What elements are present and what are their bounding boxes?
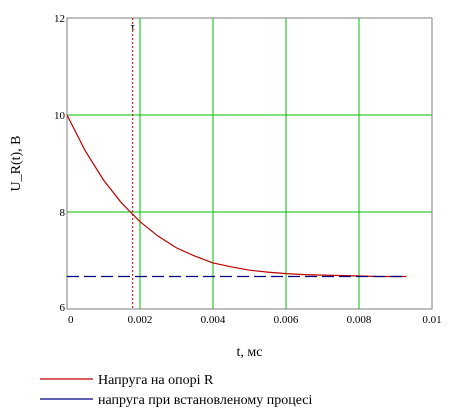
- plot-frame: [66, 17, 433, 310]
- y-tick-label: 10: [54, 110, 66, 122]
- x-axis-label: t, мс: [237, 345, 263, 360]
- tau-marker-label: τ: [130, 21, 135, 33]
- legend: Напруга на опорі R напруга при встановле…: [40, 373, 312, 408]
- y-tick-label: 8: [60, 207, 66, 219]
- x-tick-label: 0.01: [422, 314, 441, 326]
- x-tick-label: 0.004: [201, 314, 226, 326]
- grid: [67, 18, 432, 309]
- x-tick-label: 0.002: [128, 314, 153, 326]
- legend-label-steady-state: напруга при встановленому процесі: [98, 393, 312, 408]
- x-tick-label: 0: [68, 314, 74, 326]
- x-axis-ticks: 0 0.002 0.004 0.006 0.008 0.01: [68, 314, 442, 326]
- x-tick-label: 0.008: [347, 314, 372, 326]
- series-line-voltage-r: [66, 114, 407, 278]
- y-axis-ticks: 6 8 10 12: [54, 13, 66, 314]
- series-layer: [66, 114, 407, 278]
- y-tick-label: 6: [60, 302, 66, 314]
- x-tick-label: 0.006: [274, 314, 299, 326]
- legend-label-voltage-r: Напруга на опорі R: [98, 373, 214, 388]
- y-axis-label: U_R(t), В: [9, 136, 24, 192]
- tau-marker: τ: [130, 18, 135, 309]
- y-tick-label: 12: [54, 13, 65, 25]
